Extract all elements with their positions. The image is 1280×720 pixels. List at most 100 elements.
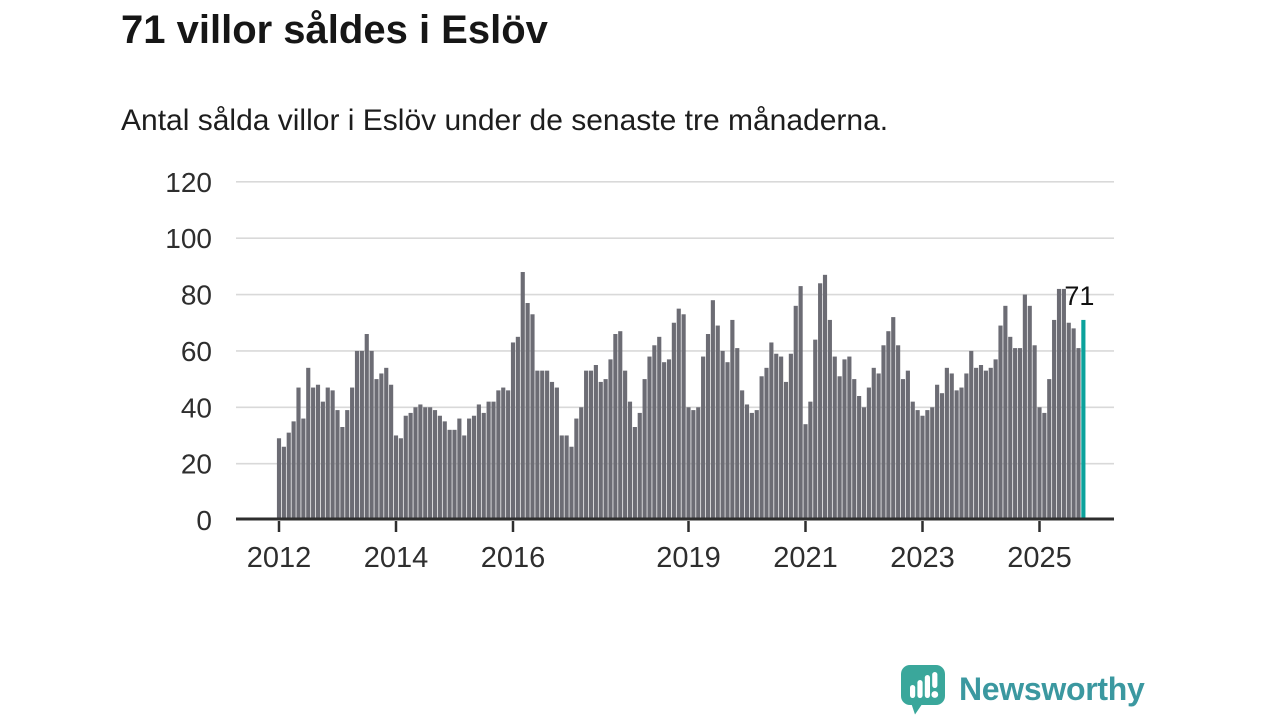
x-axis-tick-label: 2025: [1007, 542, 1072, 574]
bar: [730, 319, 735, 520]
bar: [959, 387, 964, 520]
bar: [910, 401, 915, 520]
bar: [998, 325, 1003, 520]
bar: [944, 367, 949, 520]
bar: [866, 387, 871, 520]
bar: [462, 435, 467, 520]
bar: [1056, 288, 1062, 520]
bar: [988, 367, 993, 520]
bar: [564, 435, 569, 520]
bar: [1061, 288, 1066, 520]
bar: [788, 353, 793, 520]
bar: [374, 379, 379, 520]
bar: [808, 401, 813, 520]
bar: [457, 418, 462, 520]
bar: [935, 384, 940, 520]
bar: [1008, 336, 1013, 520]
bar: [530, 314, 535, 520]
last-value-annotation: 71: [1064, 281, 1094, 311]
bar: [398, 438, 403, 520]
x-axis-tick-label: 2014: [364, 542, 429, 574]
chart-subtitle: Antal sålda villor i Eslöv under de sena…: [121, 104, 889, 137]
bar: [276, 438, 282, 520]
bar: [974, 367, 979, 520]
bar: [408, 412, 413, 520]
bar: [384, 367, 389, 520]
bar: [696, 407, 701, 520]
bar: [671, 322, 676, 520]
bar-current-highlight: [1081, 319, 1086, 520]
bar: [1042, 412, 1047, 520]
bar: [437, 415, 442, 520]
bar: [735, 348, 740, 520]
bar: [930, 407, 935, 520]
bar: [793, 305, 798, 520]
bar: [593, 365, 598, 520]
y-axis-tick-label: 40: [181, 392, 212, 423]
bar: [978, 365, 984, 520]
bar: [403, 415, 408, 520]
bar: [759, 376, 764, 520]
bar: [413, 407, 418, 520]
x-axis-tick-label: 2021: [773, 542, 838, 574]
bar: [915, 410, 920, 520]
bar: [642, 379, 647, 520]
y-axis-tick-label: 100: [165, 223, 212, 254]
bar: [315, 384, 321, 520]
bar: [618, 331, 623, 520]
bar: [647, 356, 652, 520]
bar: [754, 410, 759, 520]
bar: [720, 350, 725, 520]
bar: [574, 418, 579, 520]
bar: [471, 415, 477, 520]
bar: [725, 362, 730, 520]
bar: [296, 387, 301, 520]
bar: [510, 342, 516, 520]
bar: [627, 401, 633, 520]
bar: [652, 345, 657, 520]
bar: [715, 325, 720, 520]
bar: [584, 370, 589, 520]
bar: [481, 412, 486, 520]
bar: [520, 272, 525, 520]
bar: [769, 342, 774, 520]
newsworthy-logo-icon: [901, 665, 945, 715]
x-axis-tick-label: 2012: [247, 542, 312, 574]
bar: [1076, 348, 1081, 520]
bar: [1017, 348, 1023, 520]
bar: [676, 308, 681, 520]
bar: [1013, 348, 1018, 520]
bar: [925, 410, 930, 520]
bar: [1003, 305, 1008, 520]
bar: [393, 435, 399, 520]
bar: [286, 432, 291, 520]
bar: [681, 314, 686, 520]
bar: [783, 381, 789, 520]
bar: [710, 300, 715, 520]
bar: [369, 350, 374, 520]
bar: [896, 345, 901, 520]
bar: [501, 387, 506, 520]
bar: [813, 339, 818, 520]
bar: [350, 387, 355, 520]
bar: [301, 418, 306, 520]
bar: [579, 407, 584, 520]
bar: [857, 396, 862, 520]
page-title: 71 villor såldes i Eslöv: [121, 8, 548, 52]
bar: [598, 381, 603, 520]
bar: [1047, 379, 1052, 520]
bar: [608, 359, 613, 520]
bar: [983, 370, 988, 520]
bar: [379, 373, 384, 520]
bar: [325, 387, 330, 520]
bar: [939, 393, 945, 520]
bar: [525, 303, 530, 520]
bar: [364, 334, 369, 520]
bar: [496, 390, 501, 520]
bar: [1022, 294, 1027, 520]
bar: [764, 367, 769, 520]
x-axis-tick-label: 2023: [890, 542, 955, 574]
bar: [881, 345, 886, 520]
bar: [486, 401, 491, 520]
bar: [1066, 322, 1071, 520]
